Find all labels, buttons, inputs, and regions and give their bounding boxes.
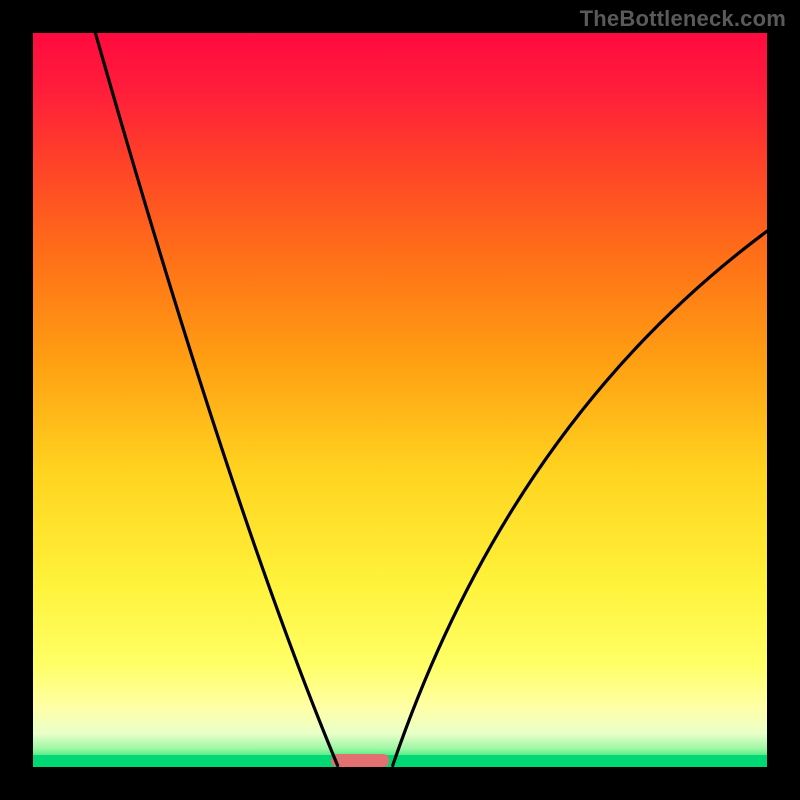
curve-left-branch xyxy=(95,33,337,766)
plot-area xyxy=(33,33,767,767)
bottleneck-curve xyxy=(33,33,767,767)
canvas-background: TheBottleneck.com xyxy=(0,0,800,800)
watermark-text: TheBottleneck.com xyxy=(580,6,786,32)
curve-right-branch xyxy=(393,231,767,765)
